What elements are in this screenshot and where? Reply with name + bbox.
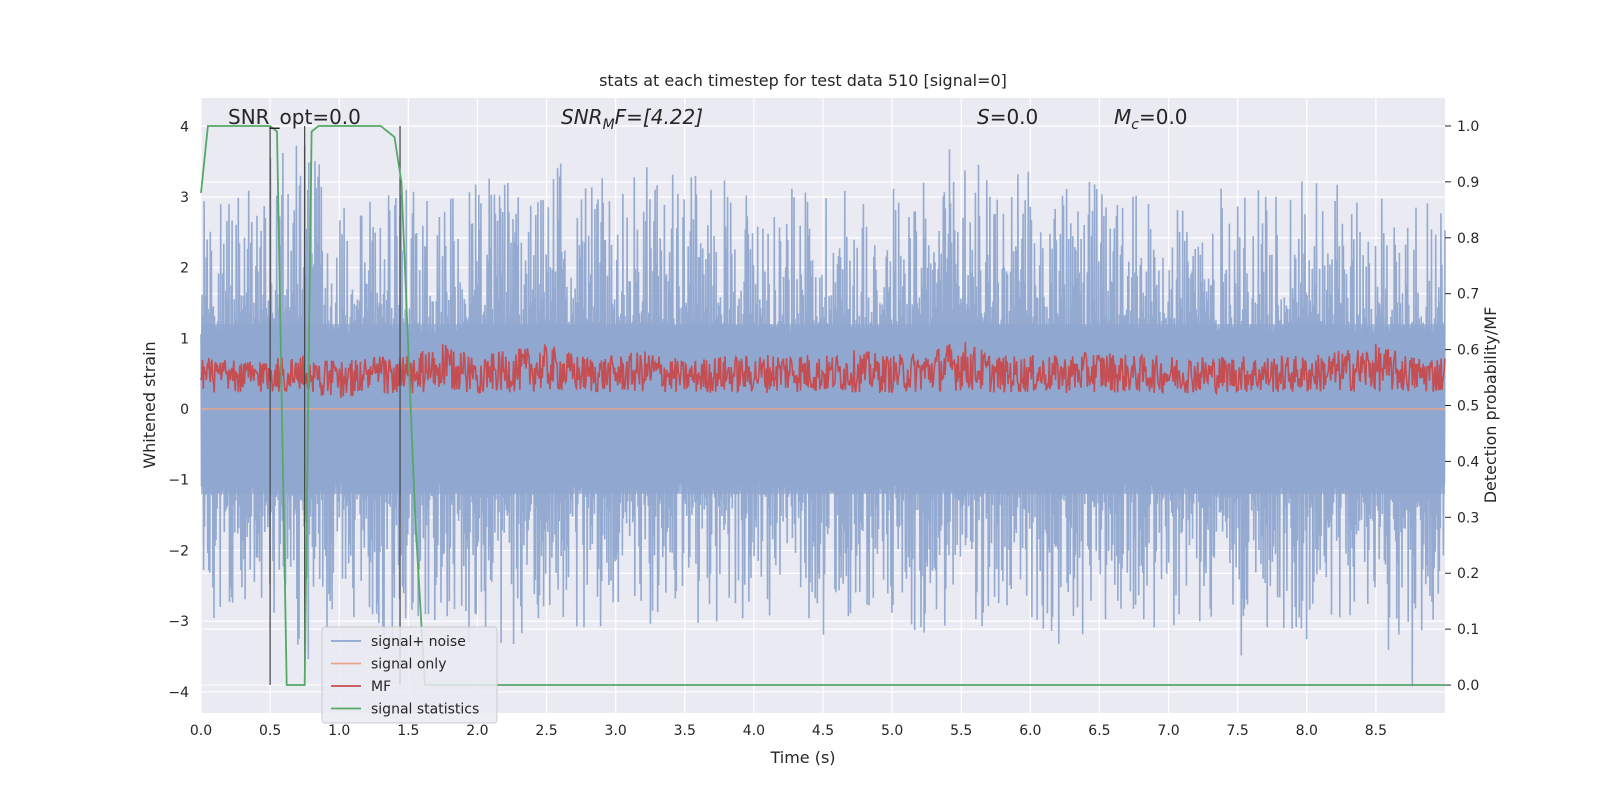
s-tail: =0.0 (990, 105, 1039, 129)
y2-tick-label: 1.0 (1457, 119, 1479, 135)
x-tick-label: 5.5 (950, 723, 972, 739)
y2-tick-label: 0.1 (1457, 622, 1479, 638)
snr-mf-tail: F=[4.22] (615, 105, 703, 129)
annotation-snr-mf: SNRMF=[4.22] (561, 105, 703, 133)
mc-main: M (1114, 105, 1131, 129)
y-tick-label: −1 (168, 473, 189, 489)
x-tick-label: 0.5 (259, 723, 281, 739)
x-tick-label: 5.0 (881, 723, 903, 739)
snr-mf-main: SNR (561, 105, 603, 129)
y-axis-label: Whitened strain (140, 341, 159, 468)
x-tick-label: 7.0 (1157, 723, 1179, 739)
y2-tick-label: 0.9 (1457, 175, 1479, 191)
annotation-mc: Mc=0.0 (1114, 105, 1188, 133)
y-axis-right: 1.0 0.9 0.8 0.7 0.6 0.5 0.4 0.3 0.2 0.1 0.0 (1445, 119, 1479, 694)
y-tick-label: 4 (180, 119, 189, 135)
annotation-snr-opt: SNR_opt=0.0 (228, 105, 361, 129)
mc-sub: c (1131, 117, 1139, 133)
x-tick-label: 1.5 (397, 723, 419, 739)
y-tick-label: −2 (168, 543, 189, 559)
x-tick-label: 6.5 (1088, 723, 1110, 739)
y-tick-label: 1 (180, 331, 189, 347)
x-tick-label: 8.5 (1365, 723, 1387, 739)
series-signal-statistics (200, 125, 1445, 686)
y2-tick-label: 0.0 (1457, 678, 1479, 694)
y-tick-label: 3 (180, 190, 189, 206)
y2-axis-label: Detection probability/MF (1481, 307, 1500, 504)
y2-tick-label: 0.2 (1457, 566, 1479, 582)
x-axis-label: Time (s) (769, 748, 835, 767)
legend-label: signal statistics (371, 702, 479, 718)
x-tick-label: 0.0 (190, 723, 212, 739)
y2-tick-label: 0.7 (1457, 287, 1479, 303)
x-tick-label: 4.5 (812, 723, 834, 739)
x-tick-label: 2.0 (466, 723, 488, 739)
s-main: S (977, 105, 990, 129)
legend-label: MF (371, 679, 391, 695)
x-tick-label: 7.5 (1227, 723, 1249, 739)
legend-label: signal+ noise (371, 634, 466, 650)
series-layer (200, 125, 1446, 687)
x-tick-label: 4.0 (743, 723, 765, 739)
y-axis-left: 4 3 2 1 0 −1 −2 −3 −4 (168, 119, 189, 701)
y2-tick-label: 0.8 (1457, 231, 1479, 247)
y2-tick-label: 0.5 (1457, 399, 1479, 415)
x-tick-label: 1.0 (328, 723, 350, 739)
legend: signal+ noise signal only MF signal statist… (321, 626, 498, 724)
legend-label: signal only (371, 657, 446, 673)
annotation-s: S=0.0 (977, 105, 1038, 129)
x-axis: 0.0 0.5 1.0 1.5 2.0 2.5 3.0 3.5 4.0 4.5 5.0 5.5 6.0 6… (190, 723, 1387, 739)
y-tick-label: −3 (168, 614, 189, 630)
snr-mf-sub: M (603, 117, 615, 133)
x-tick-label: 3.5 (674, 723, 696, 739)
y-tick-label: 0 (180, 402, 189, 418)
x-tick-label: 8.0 (1296, 723, 1318, 739)
mc-tail: =0.0 (1139, 105, 1188, 129)
y2-tick-label: 0.3 (1457, 510, 1479, 526)
x-tick-label: 3.0 (605, 723, 627, 739)
chart-title: stats at each timestep for test data 510… (599, 71, 1007, 90)
y-tick-label: 2 (180, 261, 189, 277)
y2-tick-label: 0.6 (1457, 343, 1479, 359)
y-tick-label: −4 (168, 685, 189, 701)
y2-tick-label: 0.4 (1457, 454, 1479, 470)
x-tick-label: 6.0 (1019, 723, 1041, 739)
x-tick-label: 2.5 (535, 723, 557, 739)
